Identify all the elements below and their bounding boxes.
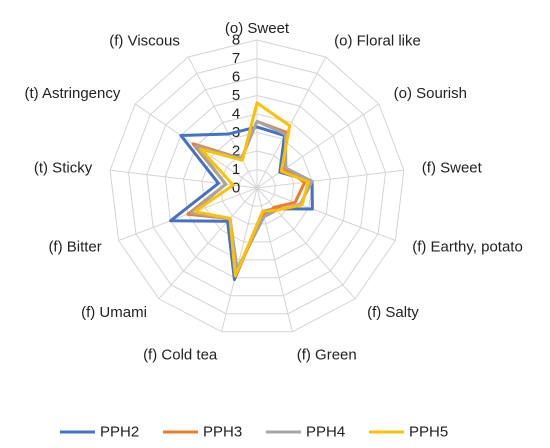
tick-label: 8 bbox=[232, 32, 240, 49]
axis-label: (f) Earthy, potato bbox=[412, 238, 523, 255]
series-line-pph5 bbox=[193, 101, 310, 278]
grid-spoke bbox=[256, 169, 404, 189]
axis-labels: (o) Sweet (o) Floral like (o) Sourish (f) S… bbox=[25, 20, 523, 364]
tick-label: 6 bbox=[232, 69, 240, 86]
axis-label: (o) Sweet bbox=[225, 20, 290, 37]
grid-spoke bbox=[256, 103, 380, 189]
tick-label: 5 bbox=[232, 87, 240, 104]
grid-spoke bbox=[221, 187, 258, 332]
grid-ring bbox=[164, 94, 350, 279]
axis-label: (f) Green bbox=[297, 347, 357, 364]
legend: PPH2 PPH3 PPH4 PPH5 bbox=[60, 424, 448, 441]
radar-grid bbox=[109, 39, 405, 333]
grid-spoke bbox=[256, 187, 356, 300]
axis-label: (t) Sticky bbox=[34, 159, 93, 176]
legend-label: PPH3 bbox=[203, 424, 242, 441]
grid-spoke bbox=[158, 187, 258, 300]
series-line-pph4 bbox=[189, 119, 314, 271]
tick-label: 2 bbox=[232, 143, 240, 160]
axis-label: (f) Viscous bbox=[109, 33, 180, 50]
axis-label: (f) Bitter bbox=[48, 238, 101, 255]
axis-label: (f) Salty bbox=[367, 304, 419, 321]
axis-label: (o) Floral like bbox=[334, 33, 421, 50]
grid-spoke bbox=[256, 56, 327, 189]
tick-label: 0 bbox=[232, 180, 240, 197]
axis-label: (t) Astringency bbox=[25, 85, 121, 102]
axis-label: (f) Umami bbox=[81, 304, 147, 321]
grid-spoke bbox=[187, 56, 258, 189]
grid-ring bbox=[109, 39, 405, 333]
axis-label: (o) Sourish bbox=[394, 85, 467, 102]
axis-label: (f) Sweet bbox=[422, 159, 483, 176]
series-lines bbox=[169, 101, 314, 282]
tick-label: 1 bbox=[232, 161, 240, 178]
tick-label: 7 bbox=[232, 50, 240, 67]
legend-label: PPH4 bbox=[306, 424, 345, 441]
grid-ring bbox=[127, 57, 387, 315]
legend-label: PPH2 bbox=[100, 424, 139, 441]
legend-label: PPH5 bbox=[409, 424, 448, 441]
tick-label: 4 bbox=[232, 106, 240, 123]
grid-spoke bbox=[256, 187, 396, 241]
axis-label: (f) Cold tea bbox=[143, 347, 218, 364]
grid-ring bbox=[238, 168, 276, 207]
grid-ring bbox=[146, 76, 368, 297]
